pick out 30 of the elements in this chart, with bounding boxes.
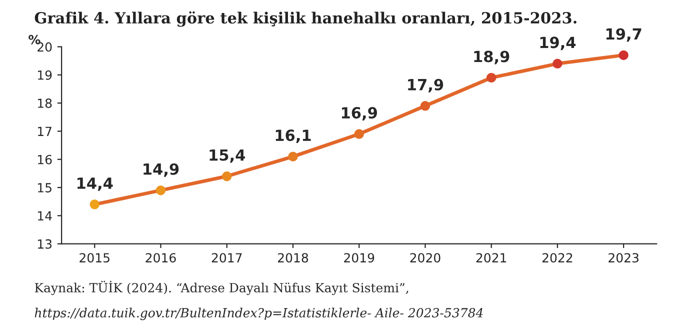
y-tick-label: 18 bbox=[38, 98, 52, 108]
data-label: 15,4 bbox=[210, 149, 246, 163]
x-tick-label: 2017 bbox=[212, 253, 242, 263]
data-label: 18,9 bbox=[474, 50, 510, 64]
y-tick-label: 20 bbox=[38, 42, 52, 52]
x-tick-label: 2023 bbox=[608, 253, 638, 263]
chart-title: Grafik 4. Yıllara göre tek kişilik hanehalkı oranları, 2015-2023. bbox=[34, 11, 576, 27]
data-label: 14,4 bbox=[77, 178, 113, 191]
y-tick-label: 16 bbox=[38, 154, 52, 164]
x-tick-label: 2021 bbox=[476, 253, 506, 263]
data-label: 19,4 bbox=[540, 36, 576, 50]
y-axis-title: % bbox=[28, 34, 40, 44]
y-tick-label: 17 bbox=[38, 126, 52, 136]
x-tick-label: 2022 bbox=[542, 253, 572, 263]
x-tick-label: 2015 bbox=[80, 253, 110, 263]
data-label: 16,9 bbox=[342, 107, 377, 121]
x-tick-label: 2019 bbox=[344, 253, 374, 263]
data-label: 19,7 bbox=[606, 28, 642, 42]
text: Kaynak: TÜİK (2024). “Adrese Dayalı Nüfus Kayıt Sistemi”, bbox=[34, 280, 408, 296]
x-tick-label: 2018 bbox=[278, 253, 308, 263]
x-tick-label: 2020 bbox=[410, 253, 440, 263]
y-tick-label: 15 bbox=[38, 183, 52, 192]
data-label: 16,1 bbox=[276, 130, 311, 144]
data-label: 14,9 bbox=[144, 163, 179, 177]
data-label: 17,9 bbox=[408, 78, 444, 92]
text: https://data.tuik.gov.tr/BultenIndex?p=Istatistiklerle- Aile- 2023-53784 bbox=[34, 308, 483, 320]
y-tick-label: 13 bbox=[38, 239, 52, 249]
x-tick-label: 2016 bbox=[146, 253, 176, 263]
y-tick-label: 19 bbox=[38, 70, 52, 80]
y-tick-label: 14 bbox=[38, 211, 52, 220]
